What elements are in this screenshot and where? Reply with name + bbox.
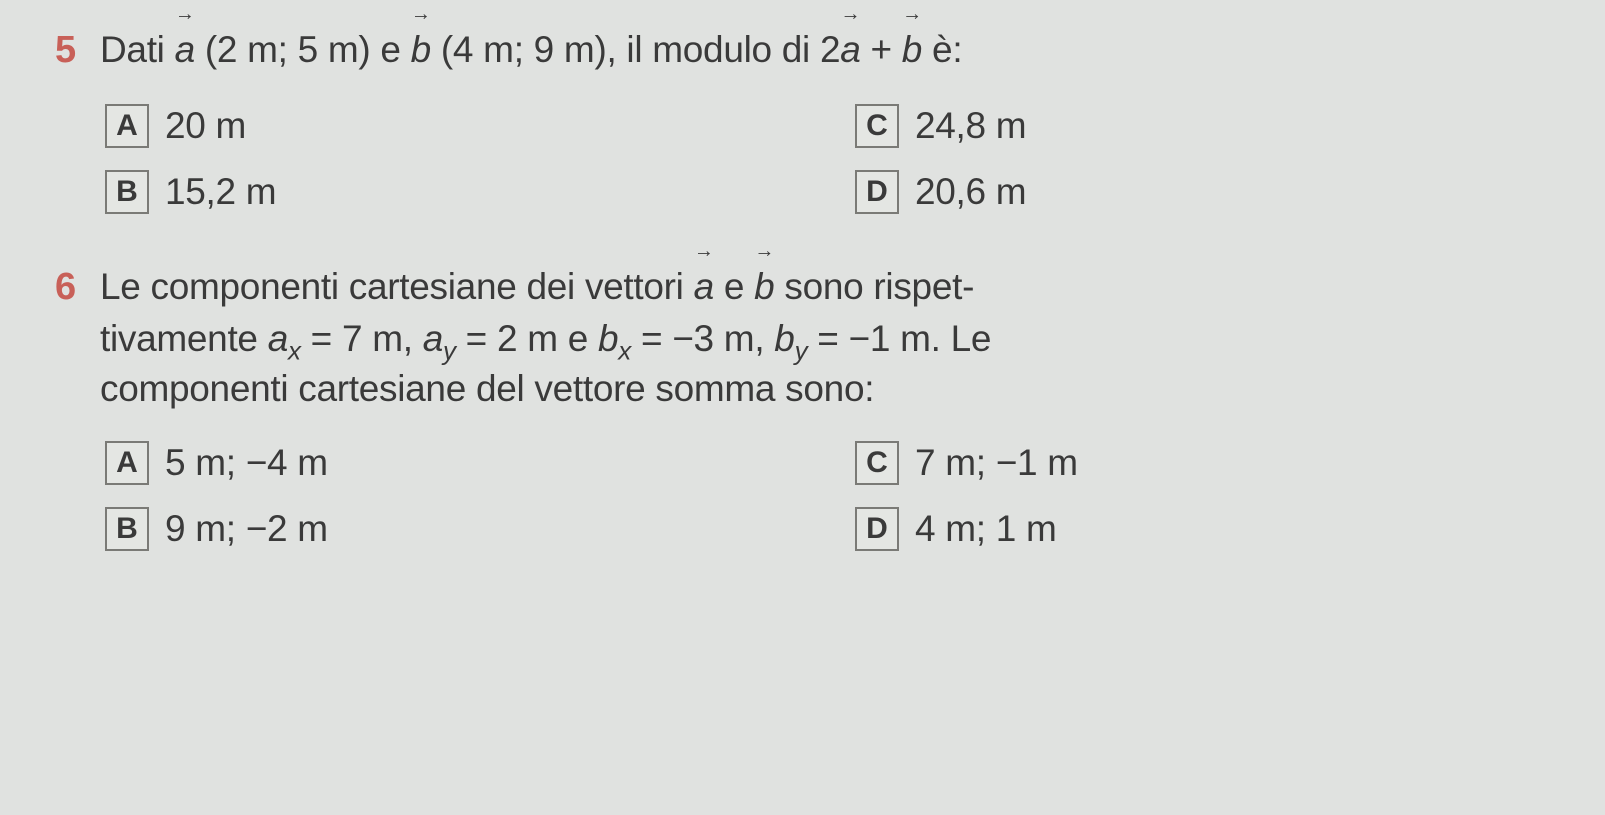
vector-letter: a <box>175 29 195 70</box>
option-text: 5 m; −4 m <box>165 442 328 484</box>
vector-letter: b <box>411 29 431 70</box>
question-number: 5 <box>55 25 100 76</box>
option-b[interactable]: B 15,2 m <box>105 170 815 214</box>
vector-a: →a <box>694 262 714 312</box>
vector-b: →b <box>754 262 774 312</box>
option-a[interactable]: A 20 m <box>105 104 815 148</box>
question-6-options: A 5 m; −4 m C 7 m; −1 m B 9 m; −2 m D 4 … <box>105 441 1565 551</box>
text-fragment: Le componenti cartesiane dei vettori <box>100 266 694 307</box>
question-5: 5 Dati →a (2 m; 5 m) e →b (4 m; 9 m), il… <box>55 25 1565 214</box>
option-letter-box: D <box>855 170 899 214</box>
option-letter-box: D <box>855 507 899 551</box>
vector-a: →a <box>840 25 860 75</box>
var: a <box>423 318 443 359</box>
question-5-stem: 5 Dati →a (2 m; 5 m) e →b (4 m; 9 m), il… <box>55 25 1565 76</box>
option-letter-box: A <box>105 441 149 485</box>
option-text: 15,2 m <box>165 171 276 213</box>
option-text: 24,8 m <box>915 105 1026 147</box>
option-text: 4 m; 1 m <box>915 508 1057 550</box>
question-6-stem-line3: componenti cartesiane del vettore somma … <box>100 364 1565 414</box>
question-6-stem-line1: 6 Le componenti cartesiane dei vettori →… <box>55 262 1565 313</box>
option-d[interactable]: D 20,6 m <box>855 170 1565 214</box>
question-text: Le componenti cartesiane dei vettori →a … <box>100 262 974 312</box>
text-fragment: = −1 m. Le <box>807 318 991 359</box>
question-5-options: A 20 m C 24,8 m B 15,2 m D 20,6 m <box>105 104 1565 214</box>
question-6: 6 Le componenti cartesiane dei vettori →… <box>55 262 1565 551</box>
vector-b: →b <box>902 25 922 75</box>
question-text: Dati →a (2 m; 5 m) e →b (4 m; 9 m), il m… <box>100 25 962 75</box>
text-fragment: = −3 m, <box>631 318 774 359</box>
var: b <box>598 318 618 359</box>
subscript: y <box>795 335 808 365</box>
text-fragment: + <box>861 29 902 70</box>
page: 5 Dati →a (2 m; 5 m) e →b (4 m; 9 m), il… <box>0 0 1605 815</box>
option-a[interactable]: A 5 m; −4 m <box>105 441 815 485</box>
option-letter-box: C <box>855 104 899 148</box>
text-fragment: (4 m; 9 m), il modulo di 2 <box>431 29 840 70</box>
vector-letter: a <box>840 29 860 70</box>
vector-b: →b <box>411 25 431 75</box>
text-fragment: = 2 m e <box>456 318 598 359</box>
text-fragment: sono rispet- <box>774 266 974 307</box>
option-text: 20 m <box>165 105 246 147</box>
vector-letter: b <box>754 266 774 307</box>
text-fragment: tivamente <box>100 318 268 359</box>
option-letter-box: B <box>105 170 149 214</box>
var: b <box>774 318 794 359</box>
text-fragment: (2 m; 5 m) e <box>195 29 411 70</box>
text-fragment: = 7 m, <box>301 318 423 359</box>
subscript: x <box>288 335 301 365</box>
option-c[interactable]: C 24,8 m <box>855 104 1565 148</box>
option-letter-box: B <box>105 507 149 551</box>
option-letter-box: C <box>855 441 899 485</box>
question-number: 6 <box>55 262 100 313</box>
text-fragment: e <box>714 266 754 307</box>
question-6-stem-line2: tivamente ax = 7 m, ay = 2 m e bx = −3 m… <box>100 314 1565 364</box>
option-d[interactable]: D 4 m; 1 m <box>855 507 1565 551</box>
text-fragment: Dati <box>100 29 175 70</box>
vector-a: →a <box>175 25 195 75</box>
option-c[interactable]: C 7 m; −1 m <box>855 441 1565 485</box>
var: a <box>268 318 288 359</box>
option-text: 9 m; −2 m <box>165 508 328 550</box>
text-fragment: è: <box>922 29 962 70</box>
option-letter-box: A <box>105 104 149 148</box>
vector-letter: a <box>694 266 714 307</box>
option-text: 7 m; −1 m <box>915 442 1078 484</box>
option-text: 20,6 m <box>915 171 1026 213</box>
option-b[interactable]: B 9 m; −2 m <box>105 507 815 551</box>
subscript: y <box>443 335 456 365</box>
vector-letter: b <box>902 29 922 70</box>
subscript: x <box>618 335 631 365</box>
